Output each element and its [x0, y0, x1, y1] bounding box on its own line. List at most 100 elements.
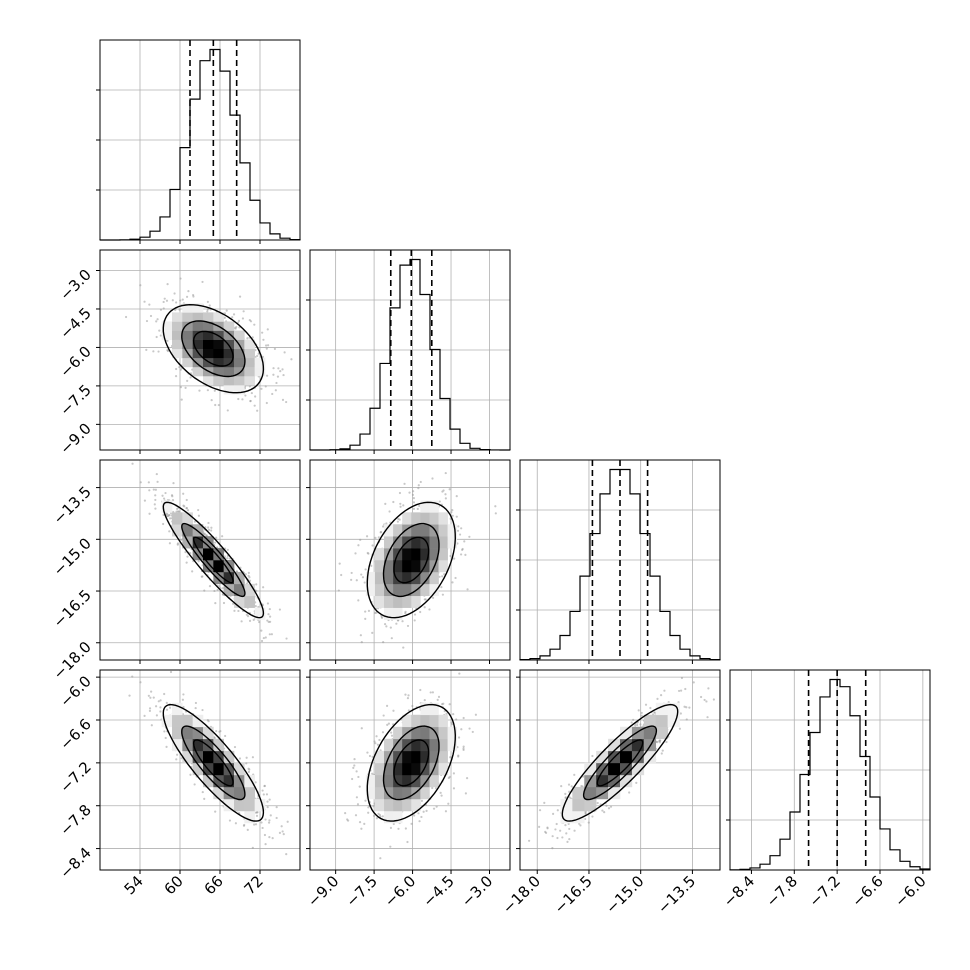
density-cell	[411, 750, 421, 764]
scatter-point	[197, 514, 200, 517]
x-tick-label: 72	[241, 872, 267, 898]
scatter-point	[175, 367, 178, 371]
scatter-point	[356, 803, 360, 806]
scatter-point	[214, 602, 217, 605]
scatter-point	[268, 798, 271, 801]
scatter-point	[244, 573, 247, 576]
scatter-point	[680, 676, 684, 680]
scatter-point	[240, 620, 243, 623]
density-cell	[572, 786, 585, 800]
scatter-point	[178, 366, 181, 369]
scatter-point	[174, 308, 177, 312]
scatter-point	[131, 462, 134, 465]
scatter-point	[452, 787, 456, 790]
scatter-point	[417, 484, 420, 487]
scatter-point	[248, 385, 251, 388]
scatter-point	[450, 511, 453, 514]
scatter-point	[559, 829, 562, 832]
density-cell	[234, 375, 245, 386]
scatter-point	[159, 334, 162, 337]
scatter-point	[494, 505, 497, 508]
scatter-point	[243, 823, 246, 827]
scatter-point	[389, 826, 393, 829]
scatter-point	[206, 389, 209, 392]
density-cell	[244, 366, 255, 377]
density-cell	[447, 738, 458, 752]
density-cell	[584, 798, 597, 812]
scatter-point	[244, 394, 247, 397]
scatter-point	[260, 821, 263, 824]
density-cell	[172, 524, 183, 537]
scatter-point	[275, 381, 278, 385]
scatter-point	[208, 304, 211, 307]
scatter-point	[451, 514, 454, 517]
density-cell	[655, 726, 668, 740]
scatter-point	[266, 328, 269, 331]
scatter-point	[285, 637, 288, 640]
scatter-point	[221, 593, 225, 596]
scatter-point	[364, 568, 367, 571]
scatter-point	[176, 753, 179, 756]
scatter-point	[157, 700, 160, 703]
scatter-point	[390, 734, 394, 737]
density-cell	[572, 798, 585, 812]
scatter-point	[372, 814, 376, 817]
scatter-point	[584, 811, 587, 815]
scatter-point	[164, 491, 167, 495]
scatter-point	[398, 491, 402, 495]
grid-lines	[310, 250, 510, 450]
density-cell	[254, 366, 266, 377]
scatter-point	[154, 488, 157, 491]
scatter-point	[457, 525, 460, 528]
scatter-point	[367, 806, 370, 809]
y-tick-label: −7.5	[56, 381, 94, 419]
density-cell	[374, 750, 385, 764]
scatter-point	[124, 315, 128, 319]
scatter-point	[411, 493, 415, 496]
scatter-point	[265, 347, 268, 350]
scatter-point	[441, 575, 444, 578]
scatter-point	[466, 588, 469, 591]
scatter-point	[198, 389, 201, 392]
density-cell	[429, 714, 439, 728]
density-cell	[411, 798, 421, 812]
scatter-point	[494, 512, 497, 515]
density-cell	[172, 348, 183, 359]
scatter-point	[464, 792, 467, 795]
scatter-point	[267, 344, 270, 347]
scatter-point	[186, 555, 189, 558]
scatter-point	[191, 570, 194, 573]
scatter-point	[360, 727, 363, 730]
y-tick-label: −18.0	[50, 638, 95, 683]
scatter-point	[370, 564, 373, 567]
scatter-point	[156, 318, 159, 321]
contour-1	[582, 725, 658, 801]
scatter-point	[217, 403, 220, 407]
x-tick-label: −3.0	[458, 872, 496, 910]
scatter-point	[385, 625, 388, 628]
scatter-point	[441, 703, 444, 706]
scatter-point	[637, 709, 640, 712]
scatter-point	[184, 551, 187, 554]
scatter-point	[254, 823, 258, 826]
scatter-point	[366, 751, 369, 754]
density-cell	[172, 726, 183, 740]
scatter-point	[417, 487, 420, 490]
scatter-point	[591, 815, 594, 818]
scatter-point	[374, 742, 377, 745]
scatter-point	[231, 316, 234, 319]
density-cell	[203, 321, 214, 331]
scatter-point	[688, 706, 691, 709]
scatter-point	[355, 770, 358, 773]
density-cell	[223, 357, 235, 368]
scatter-point	[596, 801, 599, 805]
density-cell	[393, 810, 403, 824]
density-cell	[213, 762, 224, 776]
scatter-point	[424, 598, 427, 601]
density-cell	[608, 774, 621, 788]
scatter-point	[213, 736, 216, 739]
scatter-point	[266, 800, 269, 803]
scatter-point	[268, 615, 272, 618]
scatter-point	[679, 712, 682, 715]
density-cell	[608, 762, 621, 776]
